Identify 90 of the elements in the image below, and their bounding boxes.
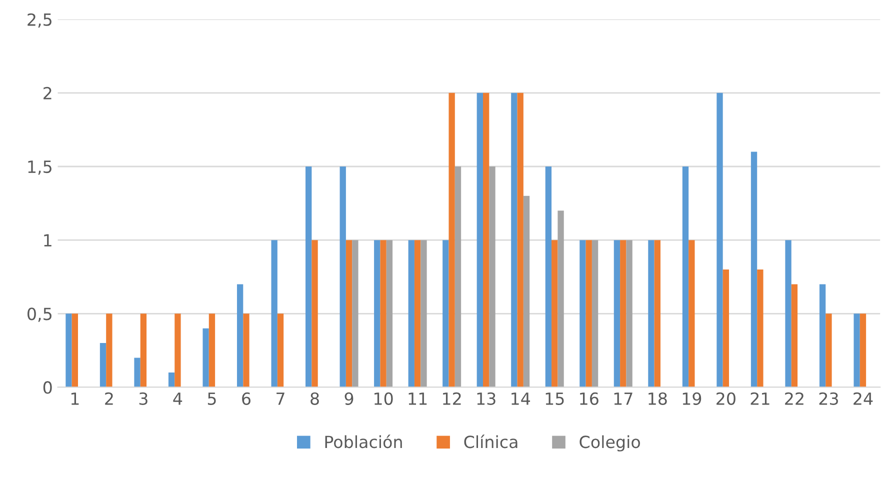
bar: [386, 240, 393, 388]
bar: [688, 240, 695, 388]
bar: [140, 314, 147, 388]
x-tick-label: 18: [648, 392, 667, 405]
bar: [819, 284, 826, 388]
bar: [860, 314, 866, 388]
x-tick-label: 17: [614, 392, 632, 405]
bar: [592, 240, 598, 388]
bar: [716, 92, 723, 388]
bar: [586, 240, 592, 388]
x-tick-label: 2: [105, 392, 113, 405]
bar: [854, 314, 860, 388]
x-tick-label: 23: [819, 392, 838, 405]
bar: [448, 92, 455, 388]
x-tick-label: 20: [716, 392, 736, 405]
bar: [552, 240, 558, 388]
x-tick-label: 13: [477, 392, 496, 405]
x-tick-label: 22: [785, 392, 804, 405]
bar: [757, 269, 764, 388]
bar: [380, 240, 386, 388]
x-tick-label: 15: [546, 392, 564, 405]
bar: [72, 314, 78, 388]
bar: [346, 240, 352, 388]
bar: [271, 240, 278, 388]
bar: [243, 314, 250, 388]
bar: [750, 152, 758, 388]
x-tick-label: 21: [750, 392, 770, 405]
bar: [414, 240, 421, 388]
bar: [791, 284, 798, 388]
y-tick-label: 1: [44, 234, 52, 246]
bar: [208, 314, 216, 388]
y-tick-label: 2: [44, 86, 52, 100]
bar: [174, 314, 181, 388]
x-tick-label: 4: [173, 392, 182, 405]
bar: [442, 240, 449, 388]
bar: [523, 196, 530, 388]
bar: [312, 240, 318, 388]
x-tick-label: 12: [443, 392, 461, 405]
x-tick-label: 10: [374, 392, 393, 405]
bar: [580, 240, 586, 388]
y-tick-label: 2,5: [28, 13, 52, 28]
bar: [826, 314, 832, 388]
bar: [454, 166, 462, 388]
bar: [277, 314, 284, 388]
x-tick-label: 3: [139, 392, 148, 405]
bar: [682, 166, 689, 388]
bar: [626, 240, 632, 388]
bar: [106, 314, 112, 388]
bar: [614, 240, 620, 388]
bar: [420, 240, 427, 388]
bar: [620, 240, 626, 388]
legend-label: Colegio: [580, 435, 640, 452]
bar: [202, 328, 209, 388]
bar: [517, 92, 524, 388]
bar: [511, 92, 518, 388]
bar: [168, 372, 175, 388]
x-tick-label: 6: [242, 392, 250, 405]
y-tick-label: 0: [43, 381, 52, 394]
x-tick-label: 16: [580, 392, 598, 405]
bar: [482, 92, 490, 388]
bar: [340, 166, 346, 388]
y-tick-label: 1,5: [28, 160, 52, 175]
bar: [306, 166, 312, 388]
x-tick-label: 14: [512, 392, 530, 405]
bar: [489, 166, 496, 388]
bar: [134, 358, 140, 388]
x-tick-label: 9: [344, 392, 354, 405]
x-tick-label: 19: [682, 392, 702, 405]
x-tick-label: 24: [854, 392, 873, 405]
legend-label: Clínica: [464, 434, 518, 448]
bar: [654, 240, 660, 388]
bar: [476, 92, 483, 388]
bar: [408, 240, 414, 388]
bar: [66, 314, 72, 388]
y-tick-label: 0,5: [28, 308, 52, 322]
bar: [648, 240, 654, 388]
bar: [236, 284, 244, 388]
bar: [352, 240, 358, 388]
x-tick-label: 5: [208, 392, 216, 405]
bar: [722, 269, 730, 388]
bar: [785, 240, 792, 388]
x-tick-label: 8: [310, 392, 319, 405]
bar: [545, 166, 552, 388]
x-tick-label: 7: [276, 392, 284, 405]
bar: [100, 343, 106, 388]
bar: [374, 240, 380, 388]
x-tick-label: 11: [408, 392, 427, 405]
bar: [558, 210, 564, 388]
x-tick-label: 1: [71, 392, 79, 405]
legend-label: Población: [325, 434, 402, 448]
